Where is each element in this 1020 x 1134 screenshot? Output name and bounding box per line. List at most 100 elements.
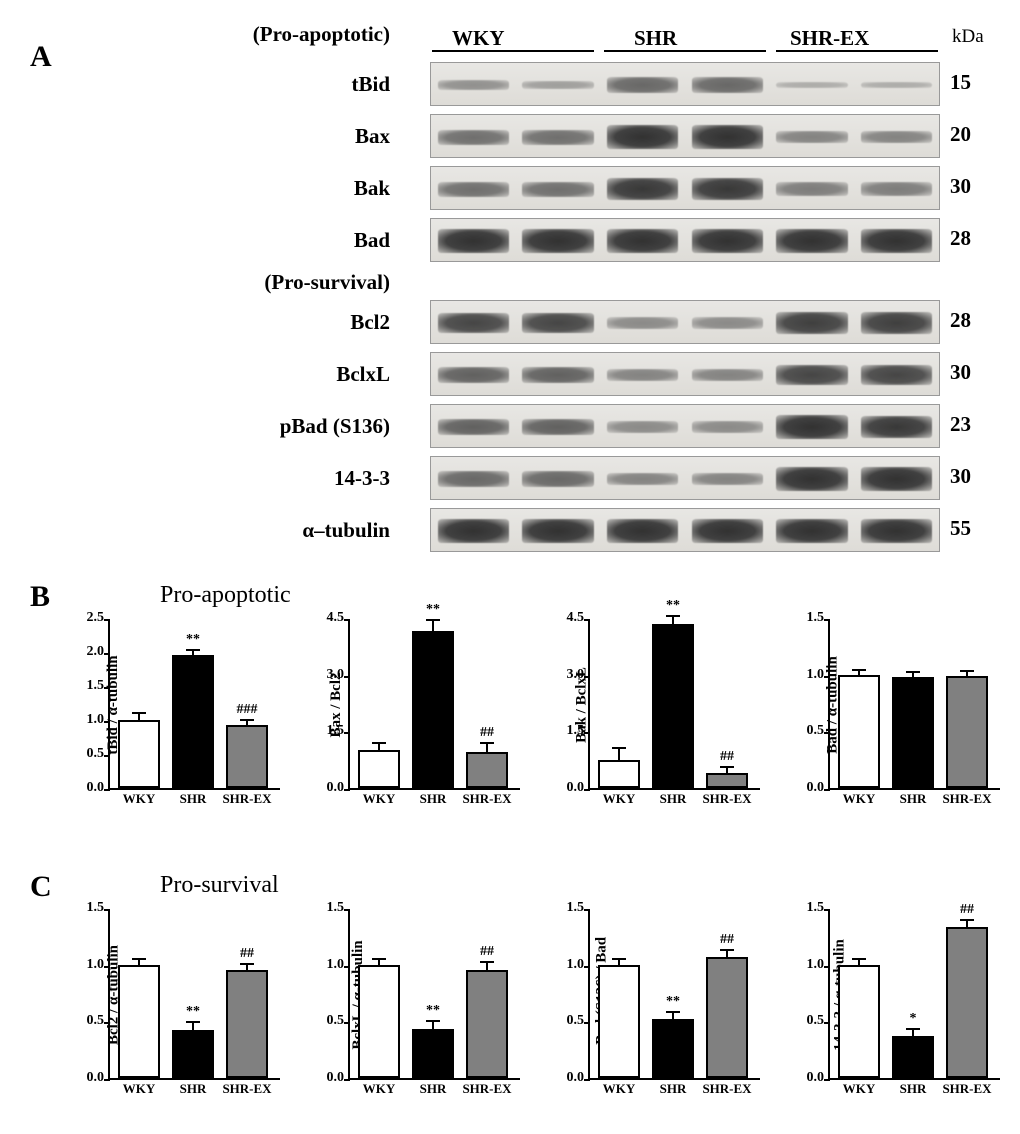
blot-band [692, 229, 763, 252]
blot-kda: 15 [950, 70, 971, 95]
blot-membrane [430, 456, 940, 500]
y-tick-label: 1.5 [87, 900, 105, 916]
blot-band [522, 81, 593, 90]
error-bar [726, 950, 728, 957]
y-tick [584, 619, 590, 621]
blot-row: BclxL30 [200, 348, 886, 400]
blot-label: 14-3-3 [170, 466, 390, 491]
blot-band [522, 182, 593, 197]
y-tick-label: 0.5 [807, 723, 825, 739]
kda-header: kDa [952, 26, 984, 48]
bar-chart: Bax / Bcl20.01.53.04.5WKY**SHR##SHR-EX [310, 620, 520, 790]
error-bar [618, 748, 620, 759]
blot-band [861, 467, 932, 490]
blot-band [607, 178, 678, 200]
blot-kda: 30 [950, 174, 971, 199]
blot-lane [431, 457, 516, 499]
category-label: SHR-EX [222, 791, 272, 807]
blot-lane [516, 219, 601, 261]
y-tick [104, 1022, 110, 1024]
bar [466, 752, 508, 788]
y-tick [344, 909, 350, 911]
error-cap [666, 1011, 680, 1013]
blot-band [861, 229, 932, 252]
error-cap [612, 958, 626, 960]
blot-row: 14-3-330 [200, 452, 886, 504]
category-label: WKY [594, 791, 644, 807]
blot-membrane [430, 352, 940, 396]
error-cap [906, 671, 920, 673]
y-tick [824, 732, 830, 734]
blot-lane [770, 63, 855, 105]
blot-label: Bak [170, 176, 390, 201]
significance-marker: ** [186, 632, 200, 648]
significance-marker: ## [480, 725, 494, 741]
y-tick-label: 0.0 [567, 1070, 585, 1086]
bar [946, 676, 988, 788]
bar-chart: Bcl2 / α-tubulin0.00.51.01.5WKY**SHR##SH… [70, 910, 280, 1080]
blot-label: Bax [170, 124, 390, 149]
y-tick-label: 1.0 [327, 957, 345, 973]
blot-band [522, 419, 593, 436]
blot-band [692, 178, 763, 200]
blot-band [607, 421, 678, 432]
error-bar [432, 620, 434, 631]
bar [598, 760, 640, 788]
error-cap [852, 669, 866, 671]
blot-band [692, 125, 763, 148]
error-cap [720, 766, 734, 768]
y-tick-label: 1.0 [807, 957, 825, 973]
category-label: SHR [168, 1081, 218, 1097]
bar-chart: pBad (S136) / Bad0.00.51.01.5WKY**SHR##S… [550, 910, 760, 1080]
bar [598, 965, 640, 1078]
blot-band [776, 519, 847, 542]
category-label: SHR [408, 791, 458, 807]
panel-c-title: Pro-survival [160, 872, 279, 899]
category-label: SHR [648, 1081, 698, 1097]
bar [892, 1036, 934, 1078]
blot-band [607, 317, 678, 328]
y-tick [824, 1022, 830, 1024]
error-bar [912, 1029, 914, 1036]
y-tick [584, 909, 590, 911]
significance-marker: ** [426, 602, 440, 618]
significance-marker: ## [720, 749, 734, 765]
blot-label: pBad (S136) [170, 414, 390, 439]
blot-label: Bad [170, 228, 390, 253]
plot-area: 0.01.53.04.5WKY**SHR##SHR-EX [348, 620, 520, 790]
error-bar [966, 920, 968, 927]
blot-row: Bak30 [200, 162, 886, 214]
blot-membrane [430, 508, 940, 552]
blot-band [776, 229, 847, 252]
blot-band [776, 365, 847, 385]
blot-kda: 55 [950, 516, 971, 541]
blot-membrane [430, 218, 940, 262]
blot-band [861, 416, 932, 438]
blot-band [776, 131, 847, 143]
y-tick-label: 0.5 [87, 1013, 105, 1029]
blot-band [692, 77, 763, 93]
blot-lane [770, 219, 855, 261]
error-bar [138, 713, 140, 720]
y-tick-label: 0.5 [327, 1013, 345, 1029]
blot-band [522, 367, 593, 384]
significance-marker: * [910, 1011, 917, 1027]
category-label: SHR-EX [462, 791, 512, 807]
error-cap [186, 1021, 200, 1023]
error-cap [720, 949, 734, 951]
y-tick-label: 1.0 [567, 957, 585, 973]
blot-lane [685, 353, 770, 395]
bar [706, 773, 748, 788]
blot-band [438, 229, 509, 252]
error-bar [432, 1021, 434, 1029]
y-tick [104, 755, 110, 757]
blot-membrane [430, 62, 940, 106]
blot-label: α–tubulin [170, 518, 390, 543]
bar [172, 655, 214, 788]
bar-chart: 14-3-3 / α-tubulin0.00.51.01.5WKY*SHR##S… [790, 910, 1000, 1080]
bar [118, 965, 160, 1078]
y-tick-label: 1.5 [327, 723, 345, 739]
bar [892, 677, 934, 788]
error-cap [852, 958, 866, 960]
category-label: SHR-EX [942, 791, 992, 807]
